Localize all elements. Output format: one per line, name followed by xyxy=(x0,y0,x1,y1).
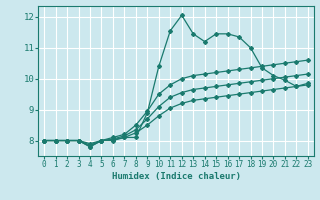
X-axis label: Humidex (Indice chaleur): Humidex (Indice chaleur) xyxy=(111,172,241,181)
